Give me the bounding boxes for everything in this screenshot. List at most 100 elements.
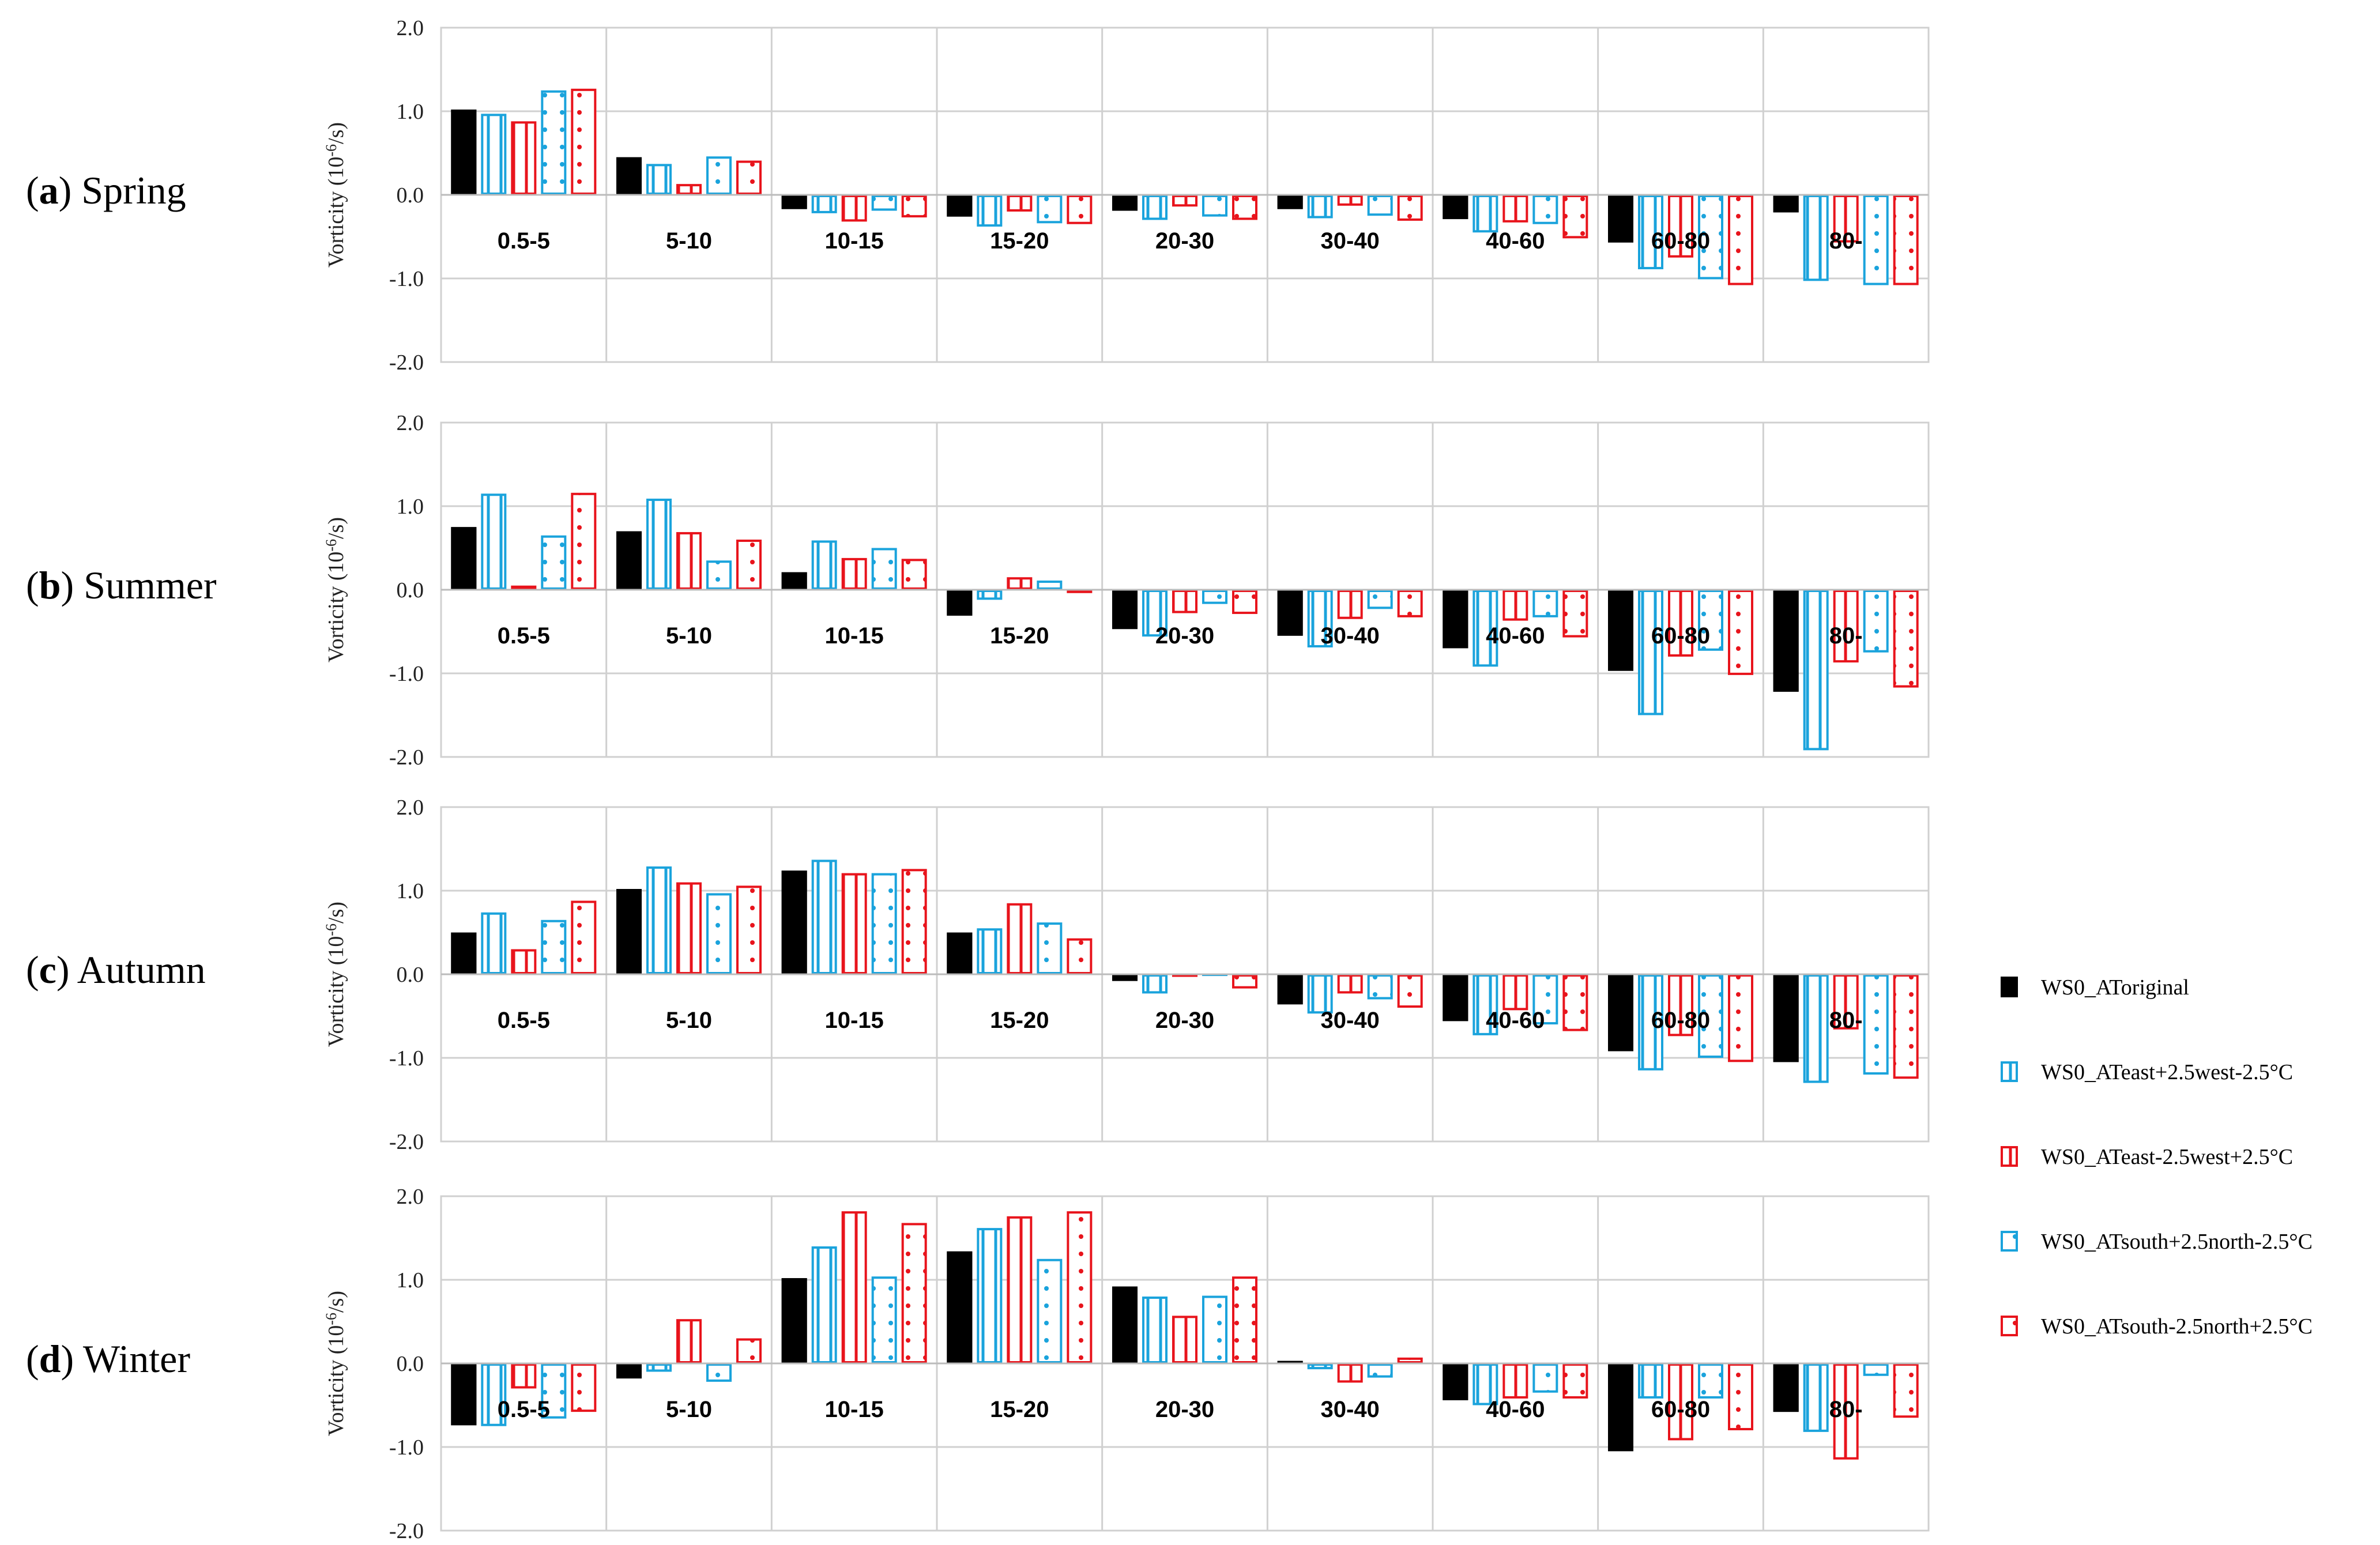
bar-s5-60-80 xyxy=(1728,974,1753,1062)
bar-s4-10-15 xyxy=(871,195,897,211)
bar-s1-20-30 xyxy=(1112,195,1138,211)
bar-s2-40-60 xyxy=(1473,974,1498,1035)
bar-s3-80- xyxy=(1833,1363,1859,1460)
bar-s3-10-15 xyxy=(841,873,867,975)
bar-s4-15-20 xyxy=(1037,922,1063,974)
bar-s4-80- xyxy=(1863,1363,1889,1376)
bar-s4-0.5-5 xyxy=(541,920,567,974)
category-label: 5-10 xyxy=(666,228,712,254)
bar-s3-60-80 xyxy=(1668,195,1693,258)
y-tick-label: 2.0 xyxy=(397,796,424,820)
bar-s5-30-40 xyxy=(1397,1357,1423,1364)
bar-s1-80- xyxy=(1773,590,1799,692)
bar-s5-40-60 xyxy=(1562,195,1588,239)
bar-s4-20-30 xyxy=(1202,195,1227,217)
category-label: 30-40 xyxy=(1321,1008,1380,1033)
bar-s4-15-20 xyxy=(1037,1258,1063,1363)
category-label: 0.5-5 xyxy=(498,228,550,254)
legend-swatch-3 xyxy=(2001,1146,2018,1167)
category-label: 60-80 xyxy=(1651,623,1710,649)
bar-s3-20-30 xyxy=(1172,1316,1197,1364)
category-label: 15-20 xyxy=(990,1008,1049,1033)
bar-s4-80- xyxy=(1863,974,1889,1075)
bar-s2-30-40 xyxy=(1307,590,1333,648)
category-label: 20-30 xyxy=(1155,1397,1214,1422)
legend-label-1: WS0_AToriginal xyxy=(2041,975,2189,1000)
bar-s2-30-40 xyxy=(1307,974,1333,1014)
bar-s1-40-60 xyxy=(1443,1363,1468,1400)
category-label: 5-10 xyxy=(666,623,712,649)
bar-s1-30-40 xyxy=(1277,974,1303,1005)
bar-s2-80- xyxy=(1803,590,1829,751)
panel-autumn: 2.0 1.0 0.0 -1.0 -2.0 0.5-5 5-10 10-15 15-20 20-3… xyxy=(26,796,1930,1154)
bar-s3-60-80 xyxy=(1668,1363,1693,1441)
panel-title: (b) Summer xyxy=(26,563,217,607)
bar-s2-10-15 xyxy=(811,1246,837,1363)
panel-winter: 2.0 1.0 0.0 -1.0 -2.0 0.5-5 5-10 10-15 15-20 20-3… xyxy=(26,1185,1930,1543)
y-tick-label: 1.0 xyxy=(397,1268,424,1292)
legend-label-3: WS0_ATeast-2.5west+2.5°C xyxy=(2041,1145,2293,1169)
bar-s2-0.5-5 xyxy=(481,114,507,195)
bar-s3-5-10 xyxy=(676,184,702,195)
bar-s2-0.5-5 xyxy=(481,493,507,590)
legend-swatch-2 xyxy=(2001,1061,2018,1082)
bar-s1-80- xyxy=(1773,1363,1799,1412)
category-label: 80- xyxy=(1829,1397,1863,1422)
category-label: 60-80 xyxy=(1651,1008,1710,1033)
category-label: 40-60 xyxy=(1486,1008,1545,1033)
bar-s3-15-20 xyxy=(1007,903,1033,974)
bar-s3-0.5-5 xyxy=(511,949,537,974)
bar-s4-5-10 xyxy=(706,560,732,590)
bar-s3-60-80 xyxy=(1668,974,1693,1037)
legend: WS0_AToriginal WS0_ATeast+2.5west-2.5°C WS… xyxy=(2001,975,2313,1339)
bar-s1-0.5-5 xyxy=(451,110,477,195)
category-label: 80- xyxy=(1829,228,1863,254)
bar-s1-40-60 xyxy=(1443,590,1468,649)
bar-s1-5-10 xyxy=(616,1363,642,1379)
bar-s2-0.5-5 xyxy=(481,912,507,974)
category-label: 10-15 xyxy=(825,1008,884,1033)
bar-s4-40-60 xyxy=(1532,195,1558,224)
bar-s5-60-80 xyxy=(1728,195,1753,285)
bar-s5-30-40 xyxy=(1397,974,1423,1008)
bar-s5-60-80 xyxy=(1728,1363,1753,1430)
bar-s1-10-15 xyxy=(781,572,807,590)
bar-s5-40-60 xyxy=(1562,974,1588,1031)
bar-s4-30-40 xyxy=(1367,590,1393,609)
bar-s2-80- xyxy=(1803,1363,1829,1432)
bar-s1-60-80 xyxy=(1608,974,1633,1052)
bar-s1-0.5-5 xyxy=(451,527,477,590)
bar-s3-40-60 xyxy=(1502,974,1528,1011)
bar-s2-10-15 xyxy=(811,195,837,213)
bar-s3-40-60 xyxy=(1502,590,1528,621)
category-label: 40-60 xyxy=(1486,228,1545,254)
y-axis-label: Vorticity (10-6/s) xyxy=(323,902,348,1047)
bar-s2-80- xyxy=(1803,195,1829,281)
bar-s2-40-60 xyxy=(1473,1363,1498,1405)
bar-s2-10-15 xyxy=(811,540,837,590)
category-label: 15-20 xyxy=(990,623,1049,649)
bar-s2-20-30 xyxy=(1142,1297,1168,1363)
y-tick-label: -2.0 xyxy=(389,1519,424,1543)
bar-s1-15-20 xyxy=(947,1251,973,1363)
bar-s5-30-40 xyxy=(1397,590,1423,617)
bar-s4-10-15 xyxy=(871,873,897,975)
bar-s1-5-10 xyxy=(616,157,642,195)
y-tick-label: -1.0 xyxy=(389,267,424,291)
y-axis-label: Vorticity (10-6/s) xyxy=(323,1291,348,1436)
bar-s5-10-15 xyxy=(901,195,927,218)
bar-s3-10-15 xyxy=(841,1211,867,1364)
bar-s4-40-60 xyxy=(1532,974,1558,1024)
bar-s3-80- xyxy=(1833,590,1859,663)
bar-s3-20-30 xyxy=(1172,195,1197,207)
bar-s1-30-40 xyxy=(1277,195,1303,209)
category-label: 0.5-5 xyxy=(498,1397,550,1422)
bar-s3-30-40 xyxy=(1337,195,1363,206)
bar-s4-30-40 xyxy=(1367,195,1393,216)
bar-s5-15-20 xyxy=(1067,938,1093,975)
y-tick-label: -1.0 xyxy=(389,662,424,686)
bar-s2-5-10 xyxy=(646,498,672,590)
bar-s5-10-15 xyxy=(901,869,927,975)
bar-s4-0.5-5 xyxy=(541,535,567,590)
